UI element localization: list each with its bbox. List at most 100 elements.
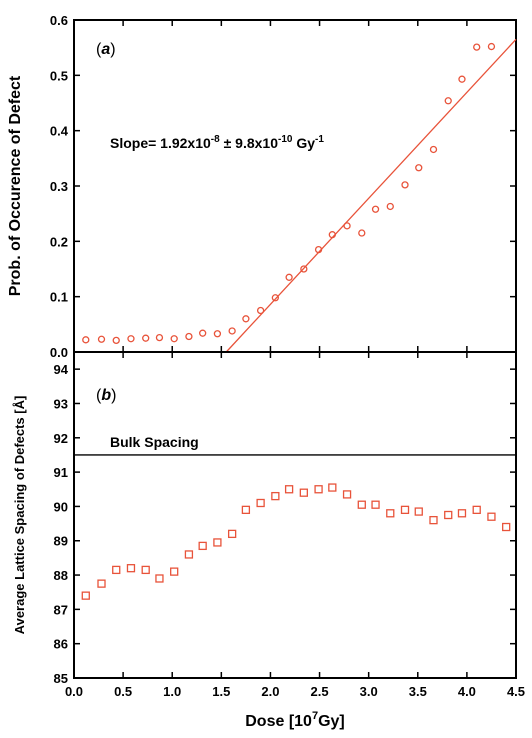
probability-data-point: [185, 332, 193, 341]
probability-data-point: [199, 329, 207, 337]
lattice-spacing-data-point: [198, 541, 207, 551]
probability-data-point: [328, 231, 336, 239]
lattice-spacing-data-point: [170, 567, 179, 576]
panel-b-label: (b): [96, 387, 116, 404]
bulk-spacing-label: Bulk Spacing: [110, 434, 199, 450]
probability-data-point: [444, 97, 452, 105]
panel-a-probability-plot: 0.0 0.1 0.2 0.3 0.4 0.5 0.6 (a) Slope= 1.92x10…: [7, 13, 517, 360]
panel-b-y-tick-label: 89: [54, 534, 68, 549]
panel-b-x-tick-label: 1.5: [212, 684, 230, 699]
lattice-spacing-data-point: [126, 564, 136, 573]
panel-b-ticks: 85 86 87 88 89 90 91 92 93 94 0.0 0.5 1.0 1.5 2.0 2.5 3.…: [54, 352, 525, 699]
lattice-spacing-data-point: [97, 579, 106, 588]
panel-a-frame: [73, 19, 517, 353]
lattice-spacing-data-point: [314, 485, 323, 494]
lattice-spacing-data-point: [357, 500, 366, 509]
panel-b-y-tick-label: 85: [54, 671, 68, 686]
lattice-spacing-data-point: [241, 505, 251, 515]
lattice-spacing-data-point: [472, 505, 481, 515]
panel-b-x-tick-label: 4.5: [507, 684, 525, 699]
probability-data-point: [314, 245, 323, 254]
panel-a-y-axis-title: Prob. of Occurence of Defect: [7, 75, 24, 296]
panel-b-frame: [73, 351, 517, 679]
panel-b-y-axis-title: Average Lattice Spacing of Defects [Å]: [12, 396, 27, 635]
probability-data-point: [97, 335, 106, 343]
lattice-spacing-data-point: [81, 591, 90, 600]
probability-data-point: [300, 265, 308, 273]
lattice-spacing-data-point: [271, 491, 280, 501]
lattice-spacing-data-point: [141, 565, 150, 575]
probability-data-point: [142, 334, 150, 342]
probability-data-point: [285, 273, 293, 281]
panel-b-data-points: [81, 483, 511, 600]
probability-data-point: [415, 164, 423, 172]
panel-b-y-tick-label: 94: [54, 362, 69, 377]
lattice-spacing-data-point: [502, 522, 511, 532]
probability-data-point: [271, 294, 280, 302]
probability-data-point: [112, 336, 120, 345]
panel-b-x-tick-label: 3.5: [409, 684, 427, 699]
panel-a-y-tick-label: 0.0: [50, 345, 68, 360]
panel-a-y-tick-label: 0.6: [50, 13, 68, 28]
probability-data-point: [343, 222, 351, 230]
panel-b-x-tick-label: 2.0: [261, 684, 279, 699]
probability-data-point: [429, 145, 438, 154]
slope-annotation: Slope= 1.92x10-8 ± 9.8x10-10 Gy-1: [110, 134, 324, 151]
x-axis-title: Dose [107Gy]: [245, 710, 345, 730]
panel-a-y-tick-label: 0.4: [50, 124, 69, 139]
panel-a-y-tick-label: 0.5: [50, 68, 68, 83]
panel-a-ticks: 0.0 0.1 0.2 0.3 0.4 0.5 0.6: [50, 13, 517, 360]
probability-data-point: [82, 336, 90, 344]
lattice-spacing-data-point: [213, 538, 222, 547]
lattice-spacing-data-point: [386, 509, 395, 518]
probability-data-point: [401, 181, 409, 189]
panel-b-y-tick-label: 91: [54, 465, 68, 480]
probability-data-point: [127, 335, 135, 343]
panel-b-x-tick-label: 4.0: [458, 684, 476, 699]
probability-data-point: [487, 42, 496, 51]
lattice-spacing-data-point: [342, 490, 352, 499]
panel-b-y-tick-label: 87: [54, 602, 68, 617]
panel-a-label: (a): [96, 41, 116, 58]
lattice-spacing-data-point: [371, 500, 380, 509]
probability-data-point: [473, 43, 481, 51]
lattice-spacing-data-point: [400, 505, 410, 515]
probability-data-point: [155, 333, 164, 342]
panel-b-x-tick-label: 0.0: [65, 684, 83, 699]
panel-b-y-tick-label: 93: [54, 396, 68, 411]
panel-b-y-tick-label: 90: [54, 499, 68, 514]
panel-b-y-tick-label: 88: [54, 568, 68, 583]
panel-a-y-tick-label: 0.2: [50, 234, 68, 249]
lattice-spacing-data-point: [284, 485, 294, 494]
lattice-spacing-data-point: [429, 515, 438, 525]
panel-b-x-tick-label: 2.5: [311, 684, 329, 699]
probability-data-point: [242, 315, 250, 323]
panel-a-data-points: [82, 42, 496, 345]
lattice-spacing-data-point: [184, 550, 194, 559]
panel-a-y-tick-label: 0.3: [50, 179, 68, 194]
lattice-spacing-data-point: [328, 483, 337, 492]
panel-b-lattice-spacing-plot: 85 86 87 88 89 90 91 92 93 94 0.0 0.5 1.0 1.5 2.0 2.5 3.…: [12, 351, 525, 699]
linear-fit-line: [225, 38, 517, 353]
lattice-spacing-data-point: [299, 488, 308, 497]
probability-data-point: [228, 327, 236, 335]
panel-b-x-tick-label: 3.0: [360, 684, 378, 699]
probability-data-point: [386, 202, 394, 211]
lattice-spacing-data-point: [414, 507, 423, 516]
probability-data-point: [371, 205, 380, 213]
panel-b-x-tick-label: 0.5: [114, 684, 132, 699]
probability-data-point: [170, 335, 178, 343]
panel-b-y-tick-label: 86: [54, 637, 68, 652]
lattice-spacing-data-point: [444, 510, 453, 520]
lattice-spacing-data-point: [457, 509, 467, 518]
probability-data-point: [358, 229, 366, 237]
panel-b-y-tick-label: 92: [54, 431, 68, 446]
lattice-spacing-data-point: [256, 498, 265, 508]
lattice-spacing-data-point: [487, 512, 496, 521]
panel-b-x-tick-label: 1.0: [163, 684, 181, 699]
lattice-spacing-data-point: [227, 529, 237, 539]
panel-a-y-tick-label: 0.1: [50, 290, 68, 305]
probability-data-point: [213, 330, 222, 338]
probability-data-point: [256, 306, 265, 315]
